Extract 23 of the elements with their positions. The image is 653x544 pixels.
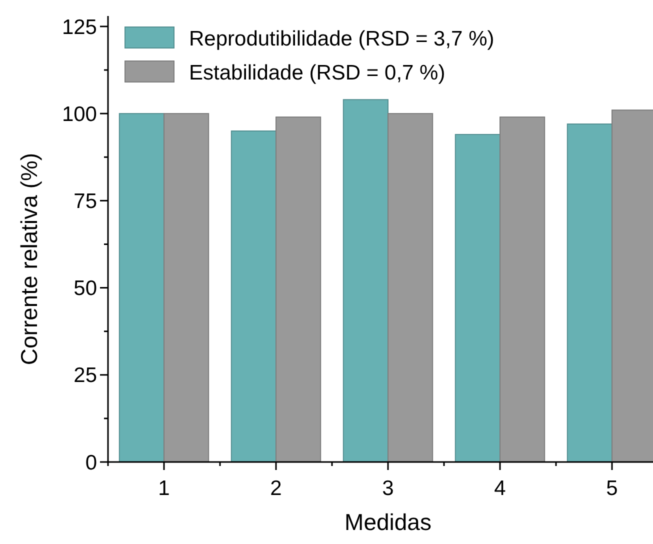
legend-label: Estabilidade (RSD = 0,7 %)	[189, 61, 446, 84]
bar	[500, 116, 546, 462]
x-tick-label: 1	[158, 477, 170, 500]
y-tick-label: 125	[62, 16, 97, 39]
x-tick-label: 5	[606, 477, 618, 500]
bar	[388, 113, 434, 462]
bar	[164, 113, 210, 462]
bar	[342, 99, 388, 462]
y-axis-title: Corrente relativa (%)	[16, 152, 42, 366]
x-tick-label: 3	[382, 477, 394, 500]
y-tick-label: 0	[85, 451, 97, 474]
bar	[230, 130, 276, 462]
x-tick-label: 2	[270, 477, 282, 500]
y-tick-label: 50	[74, 277, 97, 300]
y-tick-label: 25	[74, 364, 97, 388]
x-axis-title: Medidas	[344, 509, 432, 535]
y-tick-label: 100	[62, 102, 97, 126]
x-tick-label: 4	[494, 477, 506, 500]
legend-label: Reprodutibilidade (RSD = 3,7 %)	[189, 27, 494, 50]
bar	[454, 134, 500, 462]
bar	[118, 113, 164, 462]
bar	[276, 116, 322, 462]
y-tick-label: 75	[74, 190, 97, 214]
